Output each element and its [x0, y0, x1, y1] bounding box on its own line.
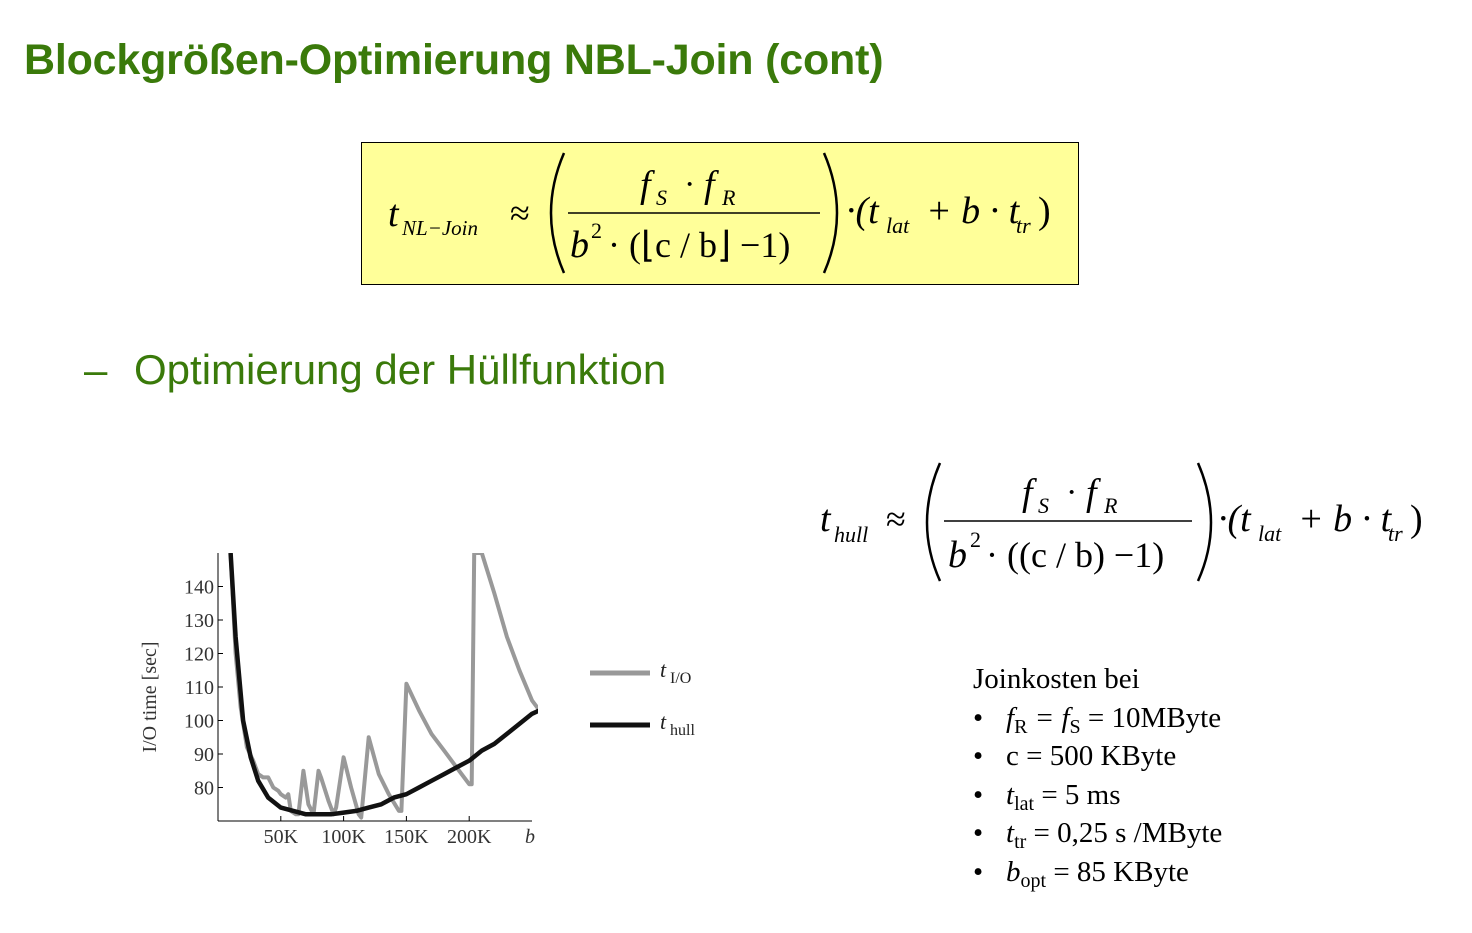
info-symbol-2-sub: S	[1069, 715, 1081, 738]
y-tick-label: 140	[184, 577, 214, 599]
hull-num-f2: f	[1086, 472, 1101, 514]
info-symbol-sub: lat	[1014, 792, 1035, 815]
x-tick-label: 50K	[264, 826, 299, 848]
formula-lhs-sub: NL−Join	[401, 216, 478, 240]
hull-den-rest: · ((c / b) −1)	[986, 535, 1164, 575]
num-f1-sub: S	[656, 185, 667, 210]
info-item: tlat = 5 ms	[973, 776, 1222, 815]
x-tick-label: 200K	[447, 826, 492, 848]
x-tick-label: 100K	[321, 826, 366, 848]
num-dot: ·	[684, 166, 695, 203]
legend-label-sub: hull	[670, 722, 695, 739]
info-symbol: t	[1006, 778, 1015, 811]
legend-label: t	[660, 657, 667, 682]
hull-rhs-mid: + b · t	[1298, 498, 1393, 540]
info-value: = 85 KByte	[1046, 855, 1189, 888]
y-tick-label: 100	[184, 711, 214, 733]
legend-label-sub: I/O	[670, 670, 691, 687]
hull-formula: t hull ≈ f S · f R b 2 · ((c / b) −1) ·(…	[810, 455, 1450, 595]
info-symbol-2: = f	[1027, 701, 1070, 734]
y-tick-label: 90	[194, 744, 214, 766]
y-axis-label: I/O time [sec]	[139, 641, 161, 752]
hull-rhs-close: )	[1410, 498, 1423, 540]
den-exp: 2	[591, 218, 602, 243]
hull-num-f1-sub: S	[1038, 493, 1049, 518]
hull-num-f1: f	[1022, 472, 1037, 514]
series-line-hull	[228, 553, 538, 817]
info-symbol-sub: R	[1014, 715, 1028, 738]
hull-num-dot: ·	[1066, 474, 1077, 511]
hull-den-b: b	[948, 534, 967, 576]
num-f2: f	[704, 164, 719, 206]
info-symbol: f	[1006, 701, 1015, 734]
hull-lhs-sub: hull	[834, 522, 868, 547]
x-tick-label: 150K	[384, 826, 429, 848]
info-value: c = 500 KByte	[1006, 740, 1177, 772]
info-value: = 10MByte	[1080, 701, 1222, 734]
hull-approx: ≈	[886, 499, 906, 539]
info-value: = 0,25 s /MByte	[1026, 817, 1223, 849]
hull-den-exp: 2	[970, 527, 981, 552]
info-item: c = 500 KByte	[973, 737, 1222, 776]
info-symbol: b	[1006, 855, 1021, 888]
info-item: ttr = 0,25 s /MByte	[973, 814, 1222, 853]
legend-label: t	[660, 709, 667, 734]
y-tick-label: 80	[194, 778, 214, 800]
nl-join-formula: t NL−Join ≈ f S · f R b 2 · (⌊c / b⌋ −1)…	[388, 152, 1051, 274]
rhs-close: )	[1038, 190, 1051, 232]
approx-symbol: ≈	[510, 193, 530, 233]
series-line-io	[228, 553, 538, 820]
info-list: fR = fS = 10MBytec = 500 KBytetlat = 5 m…	[973, 699, 1222, 892]
bullet-dash: –	[84, 346, 108, 393]
y-tick-label: 120	[184, 644, 214, 666]
hull-rhs-tr-sub: tr	[1388, 521, 1403, 546]
hull-left-paren	[925, 462, 942, 582]
info-item: bopt = 85 KByte	[973, 853, 1222, 892]
num-f1: f	[640, 164, 655, 206]
hull-num-f2-sub: R	[1103, 493, 1118, 518]
x-axis-label: b	[525, 826, 535, 848]
nl-join-formula-box: t NL−Join ≈ f S · f R b 2 · (⌊c / b⌋ −1)…	[361, 142, 1079, 285]
info-symbol-sub: tr	[1014, 831, 1027, 853]
left-big-paren	[549, 152, 566, 274]
bullet-text: Optimierung der Hüllfunktion	[134, 346, 667, 393]
den-rest: · (⌊c / b⌋ −1)	[608, 225, 790, 265]
slide-title: Blockgrößen-Optimierung NBL-Join (cont)	[24, 36, 884, 84]
hull-rhs-t-lat: ·(t	[1218, 498, 1252, 540]
info-header: Joinkosten bei	[973, 663, 1140, 695]
join-cost-info: Joinkosten bei fR = fS = 10MBytec = 500 …	[973, 660, 1222, 891]
formula-lhs-t: t	[388, 193, 400, 235]
den-b: b	[570, 224, 589, 266]
right-big-paren	[822, 152, 839, 274]
y-tick-label: 110	[185, 677, 214, 699]
io-time-chart: 80 90 100 110 120 130 140 50K 100K 150K 200K b I/O t…	[130, 545, 730, 870]
hull-lhs-t: t	[820, 498, 832, 540]
info-symbol-sub: opt	[1020, 869, 1047, 892]
rhs-t-lat: ·(t	[846, 190, 880, 232]
rhs-lat-sub: lat	[886, 213, 910, 238]
bullet-optimierung: – Optimierung der Hüllfunktion	[84, 346, 666, 394]
chart-svg: 80 90 100 110 120 130 140 50K 100K 150K 200K b I/O t…	[139, 553, 695, 848]
rhs-tr-sub: tr	[1016, 213, 1031, 238]
info-item: fR = fS = 10MByte	[973, 699, 1222, 738]
rhs-mid: + b · t	[926, 190, 1021, 232]
hull-right-paren	[1196, 462, 1213, 582]
num-f2-sub: R	[721, 185, 736, 210]
hull-rhs-lat-sub: lat	[1258, 521, 1282, 546]
info-value: = 5 ms	[1034, 778, 1121, 811]
info-symbol: t	[1006, 817, 1015, 849]
y-tick-label: 130	[184, 610, 214, 632]
